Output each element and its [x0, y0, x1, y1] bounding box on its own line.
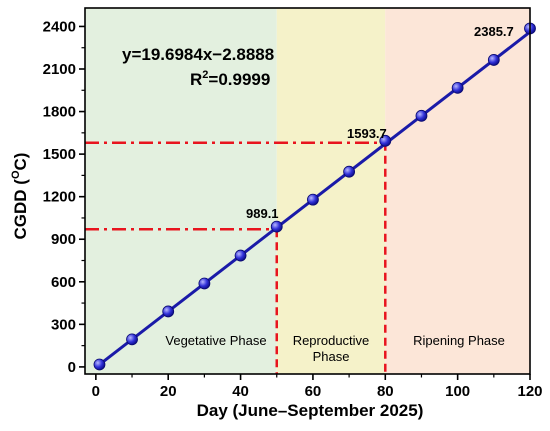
plot-border [84, 7, 531, 375]
data-point [270, 220, 283, 233]
phase-backgrounds [85, 8, 530, 374]
r2-value: =0.9999 [208, 70, 270, 89]
plot-frame [84, 7, 531, 375]
phase-label-vegetative: Vegetative Phase [165, 333, 266, 348]
x-tick-label: 20 [160, 383, 177, 400]
phase-label-reproductive-line1: Reproductive [293, 333, 370, 348]
data-label-2385: 2385.7 [474, 24, 514, 39]
y-tick-label: 300 [51, 316, 76, 333]
y-axis-title-sup: O [10, 170, 22, 179]
data-point [234, 249, 247, 262]
x-tick-label: 40 [232, 383, 249, 400]
axis-ticks: 0 20 40 60 80 100 1200300600900120015001800210… [43, 18, 543, 400]
data-point [415, 109, 428, 122]
data-point [307, 193, 319, 206]
y-axis-title: CGDD (OC) [10, 153, 30, 240]
phase-band-1 [276, 8, 386, 374]
x-tick-label: 0 [92, 383, 100, 400]
series-layer [93, 22, 536, 371]
data-point [451, 81, 464, 94]
y-tick-label: 1500 [43, 146, 76, 163]
data-point [93, 358, 106, 371]
y-axis-title-main: CGDD ( [11, 179, 30, 240]
x-tick-label: 60 [305, 383, 322, 400]
data-point [126, 333, 138, 346]
y-tick-label: 600 [51, 274, 76, 291]
data-point [379, 134, 392, 147]
phase-label-reproductive-line2: Phase [313, 349, 350, 364]
phase-band-2 [385, 8, 530, 374]
data-point [198, 277, 211, 290]
y-tick-label: 2100 [43, 61, 76, 78]
x-tick-label: 120 [517, 383, 542, 400]
x-tick-label: 100 [445, 383, 470, 400]
y-tick-label: 1800 [43, 104, 76, 121]
data-point [487, 54, 500, 66]
y-tick-label: 1200 [43, 189, 76, 206]
x-tick-label: 80 [377, 383, 394, 400]
x-axis-title: Day (June–September 2025) [197, 401, 424, 420]
data-label-1593: 1593.7 [347, 126, 387, 141]
reference-lines [85, 141, 387, 374]
y-tick-label: 900 [51, 231, 76, 248]
fit-r-squared: R2=0.9999 [190, 69, 270, 89]
phase-label-ripening: Ripening Phase [413, 333, 505, 348]
r2-superscript: 2 [202, 69, 208, 81]
data-point [343, 165, 356, 178]
data-label-989: 989.1 [246, 206, 279, 221]
y-tick-label: 0 [68, 359, 76, 376]
phase-band-0 [85, 8, 277, 374]
fit-equation: y=19.6984x−2.8888 [122, 45, 274, 64]
y-axis-title-end: C) [11, 153, 30, 171]
r2-prefix: R [190, 70, 202, 89]
data-point [162, 305, 175, 318]
y-tick-label: 2400 [43, 18, 76, 35]
